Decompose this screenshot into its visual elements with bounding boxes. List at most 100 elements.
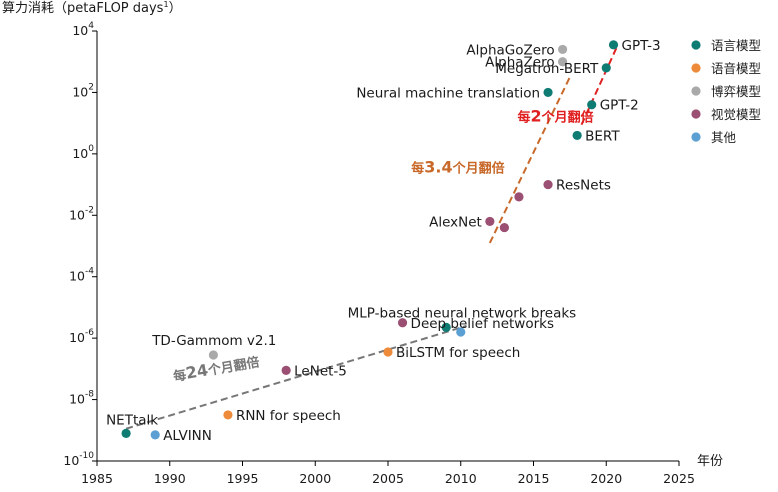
y-tick-base: 10 — [63, 453, 79, 468]
point-alphagozero — [558, 44, 568, 55]
y-tick-base: 10 — [69, 330, 85, 345]
point-bilstm-for-speech — [383, 347, 393, 357]
y-axis-title-close: ） — [169, 1, 182, 16]
point-megatron-bert — [601, 63, 611, 73]
point-nettalk — [121, 428, 131, 438]
point-lenet-5 — [281, 365, 291, 375]
doubling-2-months-prefix: 每 — [517, 110, 530, 126]
legend-label-other: 其他 — [711, 130, 737, 145]
y-tick-exponent: -6 — [85, 328, 94, 338]
point-gpt-3 — [608, 40, 619, 50]
y-tick-label: 104 — [72, 21, 94, 38]
legend-label-lang: 语言模型 — [711, 38, 761, 53]
x-tick-label: 2020 — [590, 471, 622, 486]
label-alphagozero: AlphaGoZero — [466, 42, 554, 58]
label-mlp-based-neural-network-breaks: MLP-based neural network breaks — [348, 305, 577, 321]
label-nettalk: NETtalk — [106, 412, 158, 428]
label-gpt-3: GPT-3 — [622, 38, 661, 54]
point-deep-belief-networks — [397, 318, 408, 328]
label-megatron-bert: Megatron-BERT — [495, 61, 599, 77]
label-rnn-for-speech: RNN for speech — [236, 408, 341, 424]
legend-marker-vision — [691, 109, 701, 119]
x-tick-label: 2000 — [299, 471, 331, 486]
label-td-gammom-v2-1: TD-Gammom v2.1 — [151, 333, 276, 349]
label-gpt-2: GPT-2 — [600, 98, 639, 114]
label-alexnet: AlexNet — [429, 214, 482, 230]
label-bert: BERT — [585, 128, 620, 144]
y-tick-label: 10-2 — [69, 205, 94, 222]
point-unlabeled — [499, 222, 509, 233]
point-bert — [572, 130, 582, 141]
point-resnets — [543, 179, 553, 190]
point-neural-machine-translation — [543, 87, 553, 98]
y-tick-exponent: 4 — [88, 21, 94, 31]
point-rnn-for-speech — [223, 410, 233, 420]
y-tick-label: 10-4 — [69, 267, 94, 284]
doubling-3.4-months: 每3.4个月翻倍 — [411, 157, 504, 176]
legend-label-speech: 语音模型 — [711, 61, 761, 76]
x-axis-title: 年份 — [697, 454, 723, 469]
point-labels: NETtalk ALVINN TD-Gammom v2.1 RNN for speec… — [106, 38, 661, 444]
point-td-gammom-v2-1 — [208, 350, 218, 360]
label-alvinn: ALVINN — [163, 428, 212, 444]
point-unlabeled — [456, 327, 466, 337]
label-neural-machine-translation: Neural machine translation — [356, 85, 540, 101]
legend-marker-game — [691, 86, 701, 96]
legend-marker-other — [691, 132, 701, 142]
point-mlp-based-neural-network-breaks — [441, 322, 451, 332]
y-tick-base: 10 — [69, 207, 85, 222]
doubling-2-months-suffix: 个月翻倍 — [541, 110, 594, 126]
doubling-2-months: 每2个月翻倍 — [517, 107, 593, 126]
y-axis-title: 算力消耗（petaFLOP days1） — [2, 0, 182, 16]
trend-lines — [125, 47, 618, 430]
y-tick-label: 100 — [72, 144, 94, 161]
x-tick-label: 2010 — [445, 471, 477, 486]
x-tick-label: 1995 — [227, 471, 259, 486]
legend-label-vision: 视觉模型 — [711, 107, 761, 122]
y-axis-title-main: 算力消耗（petaFLOP days — [2, 1, 164, 16]
y-tick-exponent: -10 — [79, 451, 94, 461]
y-tick-exponent: -4 — [85, 267, 94, 277]
label-deep-belief-networks: Deep belief networks — [411, 316, 554, 332]
label-lenet-5: LeNet-5 — [294, 363, 347, 379]
doubling-3.4-months-prefix: 每 — [411, 160, 424, 176]
y-tick-exponent: -2 — [85, 205, 94, 215]
y-tick-label: 10-10 — [63, 451, 94, 468]
label-alphazero: AlphaZero — [485, 55, 554, 71]
y-tick-label: 10-6 — [69, 328, 94, 345]
x-tick-label: 2015 — [518, 471, 550, 486]
y-tick-label: 10-8 — [69, 390, 94, 407]
y-tick-exponent: 2 — [88, 82, 94, 92]
doubling-3.4-months-number: 3.4 — [424, 157, 452, 176]
y-tick-base: 10 — [72, 146, 88, 161]
point-gpt-2 — [587, 100, 597, 110]
label-bilstm-for-speech: BiLSTM for speech — [396, 345, 520, 361]
y-tick-base: 10 — [72, 23, 88, 38]
point-alvinn — [150, 430, 160, 440]
x-tick-label: 2005 — [372, 471, 404, 486]
y-tick-exponent: -8 — [85, 390, 94, 400]
trend-24-months — [125, 324, 467, 430]
x-tick-label: 1990 — [154, 471, 186, 486]
point-alphazero — [558, 57, 568, 67]
x-tick-label: 2025 — [663, 471, 695, 486]
y-tick-base: 10 — [69, 269, 85, 284]
point-alexnet — [485, 216, 495, 227]
legend-marker-speech — [691, 63, 701, 73]
y-tick-exponent: 0 — [88, 144, 94, 154]
y-axis-title-superscript: 1 — [163, 0, 168, 9]
doubling-2-months-number: 2 — [531, 107, 542, 126]
x-ticks: 1985 1990 1995 2000 2005 2010 2015 2020 2025 — [81, 461, 695, 486]
x-tick-label: 1985 — [81, 471, 113, 486]
doubling-24-months-number: 24 — [184, 360, 209, 383]
legend-marker-lang — [691, 40, 701, 50]
doubling-24-months-prefix: 每 — [172, 367, 188, 385]
data-points — [121, 40, 619, 440]
point-unlabeled — [514, 192, 524, 202]
doubling-3.4-months-suffix: 个月翻倍 — [452, 160, 505, 176]
label-resnets: ResNets — [556, 178, 611, 194]
